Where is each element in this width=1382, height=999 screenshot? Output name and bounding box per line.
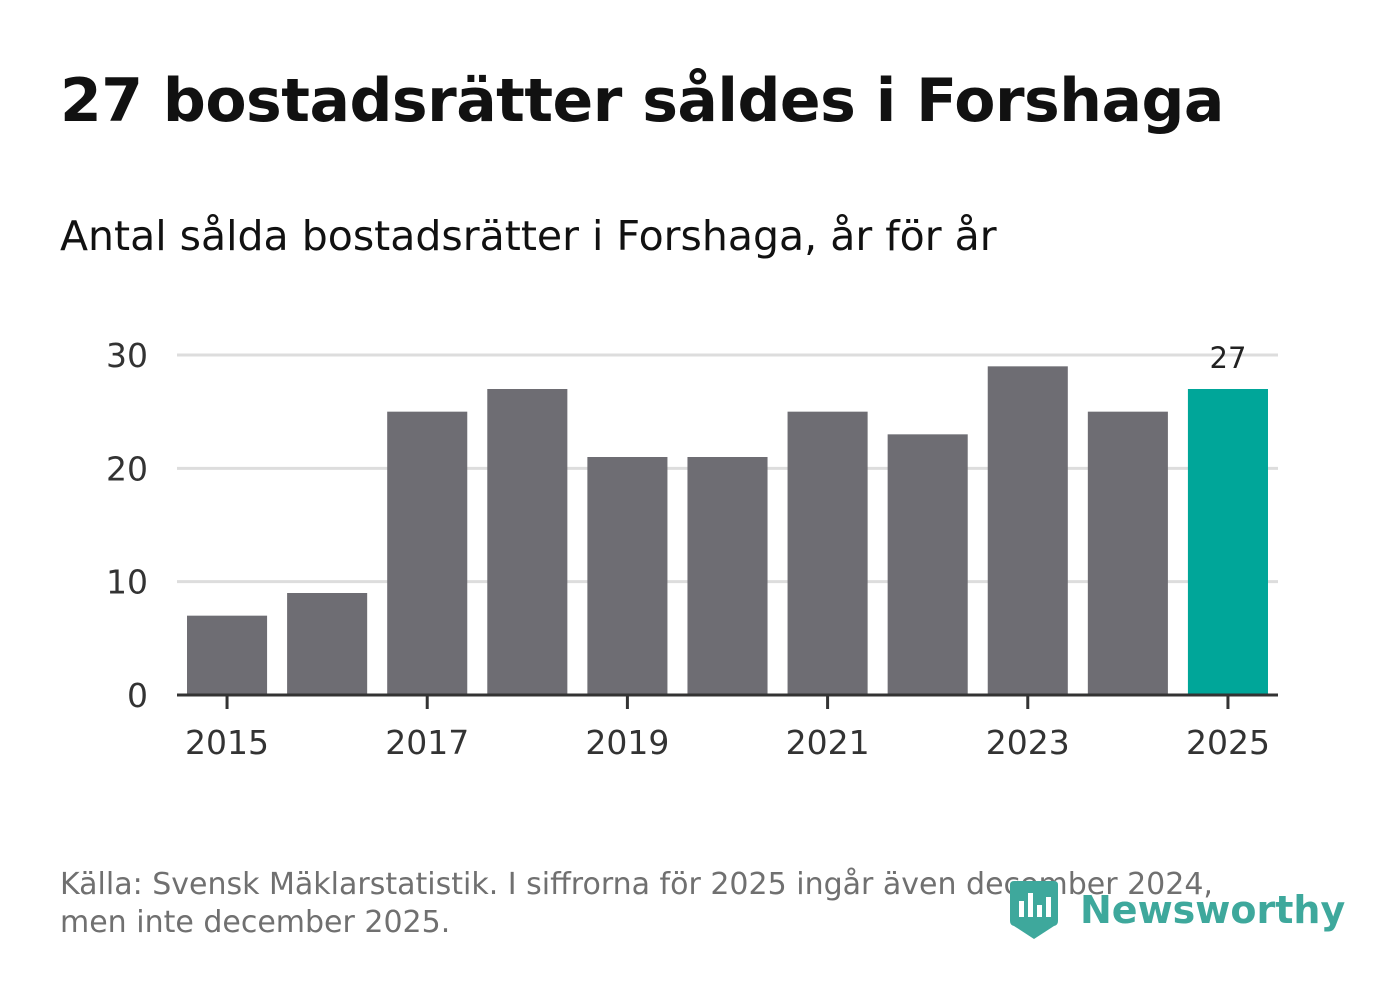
y-tick-label: 30 bbox=[106, 336, 148, 375]
newsworthy-logo[interactable]: Newsworthy bbox=[1010, 878, 1345, 942]
chart-title: 27 bostadsrätter såldes i Forshaga bbox=[60, 66, 1224, 136]
bar-2018 bbox=[487, 389, 568, 695]
bar-2020 bbox=[687, 457, 768, 695]
bar-2016 bbox=[287, 593, 368, 695]
data-label-2025: 27 bbox=[1210, 341, 1247, 375]
y-tick-label: 10 bbox=[106, 563, 148, 602]
x-tick-label: 2017 bbox=[385, 723, 469, 762]
x-tick-label: 2025 bbox=[1186, 723, 1270, 762]
bar-2022 bbox=[887, 434, 968, 695]
newsworthy-logo-icon bbox=[1010, 881, 1058, 939]
bar-2015 bbox=[187, 615, 268, 695]
x-tick-label: 2015 bbox=[185, 723, 269, 762]
bar-2021 bbox=[787, 411, 868, 695]
logo-text: Newsworthy bbox=[1080, 888, 1346, 932]
bar-2019 bbox=[587, 457, 668, 695]
bar-2024 bbox=[1087, 411, 1168, 695]
x-tick-label: 2023 bbox=[986, 723, 1070, 762]
y-tick-label: 20 bbox=[106, 449, 148, 488]
x-tick-label: 2021 bbox=[786, 723, 870, 762]
chart-subtitle: Antal sålda bostadsrätter i Forshaga, år… bbox=[60, 212, 997, 260]
bar-2023 bbox=[987, 366, 1068, 695]
bar-2025 bbox=[1187, 389, 1268, 695]
y-tick-label: 0 bbox=[127, 676, 148, 715]
x-tick-label: 2019 bbox=[585, 723, 669, 762]
bar-2017 bbox=[387, 411, 468, 695]
